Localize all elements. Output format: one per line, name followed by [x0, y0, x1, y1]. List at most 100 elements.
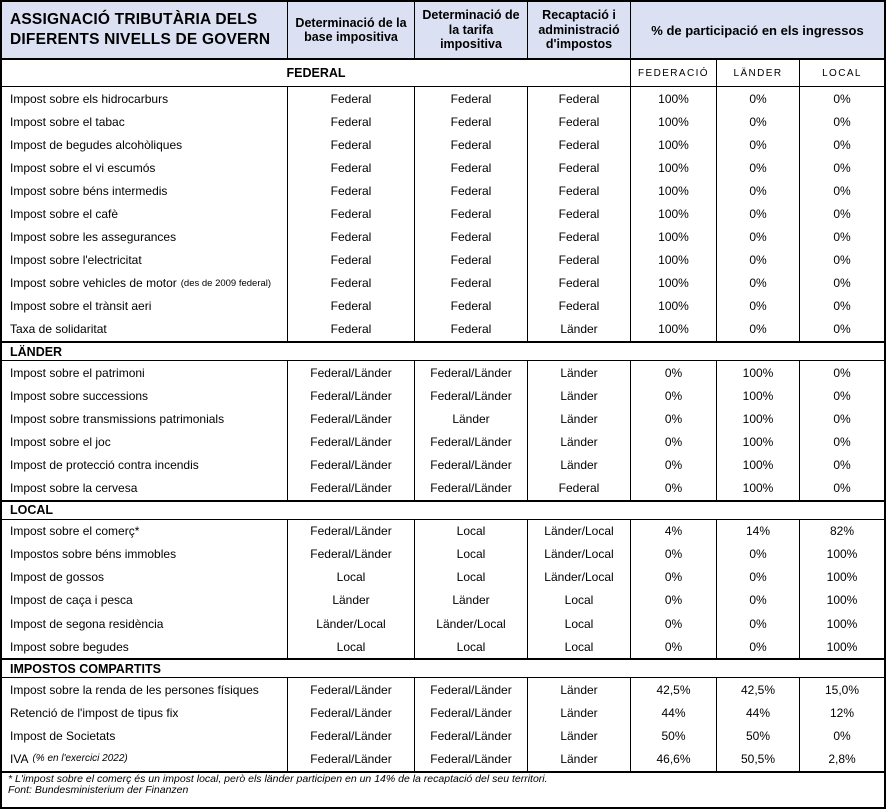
- federacio-cell: 100%: [631, 294, 717, 318]
- local-cell: 15,0%: [824, 682, 860, 697]
- tax-row: Impost sobre la renda de les persones fí…: [2, 678, 884, 702]
- recaptacio-cell: Länder: [528, 724, 631, 748]
- lander-cell: 0%: [717, 225, 800, 249]
- tarifa-cell: Local: [415, 565, 528, 589]
- tax-row: Impost de protecció contra incendis Feder…: [2, 453, 884, 477]
- tax-row: Impost sobre el patrimoni Federal/Länder F…: [2, 361, 884, 385]
- tarifa-cell: Federal: [415, 156, 528, 180]
- tarifa-cell: Federal: [415, 225, 528, 249]
- federacio-cell: 100%: [631, 133, 717, 157]
- federacio-cell: 100%: [631, 271, 717, 295]
- tax-name: Impost sobre begudes: [10, 639, 129, 654]
- tax-name: Impost sobre el joc: [10, 434, 111, 449]
- base-cell: Federal/Länder: [288, 361, 415, 385]
- federal-section-band: FEDERAL FEDERACIÓ LÄNDER LOCAL: [2, 60, 884, 87]
- table-footer: * L'impost sobre el comerç és un impost …: [2, 770, 884, 797]
- recaptacio-cell: Federal: [528, 294, 631, 318]
- recaptacio-cell: Federal: [528, 179, 631, 203]
- federacio-cell: 4%: [631, 519, 717, 543]
- tax-name-cell: Impost sobre transmissions patrimonials: [2, 407, 288, 431]
- local-cell: 0%: [833, 434, 851, 449]
- section-header-federal: FEDERAL: [2, 60, 631, 86]
- tax-name-note: (% en l'exercici 2022): [32, 753, 128, 765]
- tax-row: IVA (% en l'exercici 2022) Federal/Länder F…: [2, 747, 884, 771]
- tax-name-cell: Impost de protecció contra incendis: [2, 453, 288, 477]
- lander-cell: 50%: [717, 724, 800, 748]
- recaptacio-cell: Federal: [528, 476, 631, 500]
- recaptacio-cell: Länder: [528, 407, 631, 431]
- tarifa-cell: Länder: [415, 588, 528, 612]
- tax-name: Impost sobre el cafè: [10, 207, 119, 222]
- local-cell: 0%: [833, 137, 851, 152]
- tarifa-cell: Local: [415, 542, 528, 566]
- federacio-cell: 0%: [631, 453, 717, 477]
- local-cell: 0%: [833, 411, 851, 426]
- local-cell: 0%: [833, 160, 851, 175]
- lander-cell: 44%: [717, 701, 800, 725]
- lander-cell: 0%: [717, 179, 800, 203]
- tarifa-cell: Länder: [415, 407, 528, 431]
- recaptacio-cell: Länder: [528, 384, 631, 408]
- recaptacio-cell: Federal: [528, 110, 631, 134]
- federacio-cell: 50%: [631, 724, 717, 748]
- lander-cell: 0%: [717, 635, 800, 659]
- tax-name: Retenció de l'impost de tipus fix: [10, 705, 179, 720]
- local-cell: 0%: [833, 322, 851, 337]
- local-cell: 100%: [826, 639, 858, 654]
- tarifa-cell: Federal/Länder: [415, 724, 528, 748]
- base-cell: Federal/Länder: [288, 430, 415, 454]
- tarifa-cell: Federal: [415, 317, 528, 342]
- tax-name: Impost sobre els hidrocarburs: [10, 91, 169, 106]
- tax-name-cell: Impost sobre el vi escumós: [2, 156, 288, 180]
- tarifa-cell: Federal: [415, 248, 528, 272]
- recaptacio-cell: Federal: [528, 156, 631, 180]
- federacio-cell: 100%: [631, 87, 717, 111]
- tarifa-cell: Federal/Länder: [415, 430, 528, 454]
- tax-name: Impost sobre la cervesa: [10, 481, 138, 496]
- tax-name-cell: Impost de begudes alcohòliques: [2, 133, 288, 157]
- col-header-participacio: % de participació en els ingressos: [651, 22, 864, 38]
- lander-cell: 0%: [717, 248, 800, 272]
- col-header-tarifa: Determinació de la tarifa impositiva: [415, 2, 528, 58]
- tax-name: Impost de protecció contra incendis: [10, 457, 199, 472]
- tax-name-cell: Impost sobre la cervesa: [2, 476, 288, 500]
- base-cell: Federal: [288, 225, 415, 249]
- tax-name-cell: Impost sobre les assegurances: [2, 225, 288, 249]
- federacio-cell: 100%: [631, 110, 717, 134]
- lander-cell: 100%: [717, 361, 800, 385]
- tax-row: Taxa de solidaritat Federal Federal Länder 1…: [2, 317, 884, 342]
- local-cell: 0%: [833, 299, 851, 314]
- local-cell: 82%: [829, 524, 855, 539]
- tax-name: Impost de caça i pesca: [10, 593, 133, 608]
- base-cell: Länder: [288, 588, 415, 612]
- table-body: Impost sobre els hidrocarburs Federal Fede…: [2, 87, 884, 771]
- local-cell: 0%: [833, 253, 851, 268]
- recaptacio-cell: Länder: [528, 430, 631, 454]
- tax-name: Impost sobre el trànsit aeri: [10, 299, 152, 314]
- local-cell: 0%: [833, 481, 851, 496]
- federacio-cell: 0%: [631, 611, 717, 636]
- tax-name-cell: Impost sobre béns intermedis: [2, 179, 288, 203]
- local-cell: 0%: [833, 388, 851, 403]
- base-cell: Federal: [288, 271, 415, 295]
- recaptacio-cell: Federal: [528, 202, 631, 226]
- lander-cell: 0%: [717, 542, 800, 566]
- recaptacio-cell: Länder: [528, 747, 631, 771]
- recaptacio-cell: Länder/Local: [528, 519, 631, 543]
- tax-name: Impost de Societats: [10, 728, 116, 743]
- tarifa-cell: Federal: [415, 271, 528, 295]
- tax-name-cell: IVA (% en l'exercici 2022): [2, 747, 288, 771]
- subcol-lander: LÄNDER: [717, 60, 800, 86]
- base-cell: Federal/Länder: [288, 519, 415, 543]
- section-header-row: IMPOSTOS COMPARTITS: [2, 658, 884, 679]
- federacio-cell: 42,5%: [631, 678, 717, 702]
- col-header-recaptacio: Recaptació i administració d'impostos: [528, 2, 631, 58]
- tax-name-cell: Impost de Societats: [2, 724, 288, 748]
- tarifa-cell: Local: [415, 519, 528, 543]
- tarifa-cell: Federal: [415, 294, 528, 318]
- tax-name: Impost sobre el comerç*: [10, 524, 140, 539]
- lander-cell: 0%: [717, 565, 800, 589]
- tarifa-cell: Federal/Länder: [415, 453, 528, 477]
- tax-name-cell: Impost sobre begudes: [2, 635, 288, 659]
- lander-cell: 0%: [717, 87, 800, 111]
